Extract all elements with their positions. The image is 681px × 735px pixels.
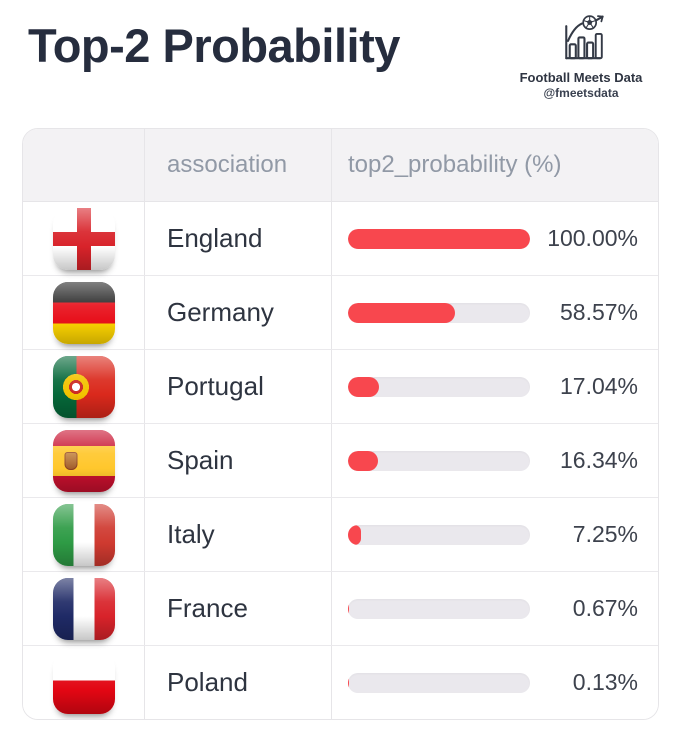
probability-cell: 100.00% [332, 202, 658, 275]
table-row: Portugal 17.04% [23, 350, 658, 424]
table-row: France 0.67% [23, 572, 658, 646]
probability-bar-track [348, 376, 530, 397]
probability-bar-track [348, 450, 530, 471]
association-name: Spain [145, 424, 332, 497]
football-bar-chart-logo-icon [565, 15, 604, 60]
flag-cell [23, 572, 145, 645]
brand-name: Football Meets Data [519, 70, 643, 85]
probability-value: 16.34% [559, 447, 638, 473]
portugal-flag-icon [52, 355, 115, 418]
column-header-probability: top2_probability (%) [348, 151, 562, 178]
probability-table: association top2_probability (%) England… [22, 128, 659, 720]
probability-value: 0.67% [572, 595, 638, 621]
flag-cell [23, 646, 145, 719]
italy-flag-icon [52, 503, 115, 566]
association-name: Poland [145, 646, 332, 719]
column-header-association: association [145, 129, 332, 201]
probability-bar-track [348, 228, 530, 249]
table-header-row: association top2_probability (%) [23, 129, 658, 202]
association-name: France [145, 572, 332, 645]
probability-cell: 0.13% [332, 646, 658, 719]
france-flag-icon [52, 577, 115, 640]
flag-cell [23, 276, 145, 349]
probability-bar-fill [348, 598, 350, 619]
probability-value: 58.57% [559, 299, 638, 325]
flag-cell [23, 498, 145, 571]
probability-bar-fill [348, 228, 530, 249]
probability-cell: 16.34% [332, 424, 658, 497]
probability-value: 100.00% [547, 225, 638, 251]
probability-cell: 0.67% [332, 572, 658, 645]
probability-value: 0.13% [572, 669, 638, 695]
probability-bar-fill [348, 376, 379, 397]
probability-bar-track [348, 598, 530, 619]
probability-cell: 17.04% [332, 350, 658, 423]
probability-bar-fill [348, 450, 378, 471]
header: Top-2 Probability [0, 0, 681, 128]
page-title: Top-2 Probability [28, 19, 400, 72]
association-name: Italy [145, 498, 332, 571]
poland-flag-icon [52, 651, 115, 714]
flag-cell [23, 424, 145, 497]
brand-block: Football Meets Data @fmeetsdata [501, 14, 661, 101]
brand-handle: @fmeetsdata [543, 86, 619, 101]
probability-cell: 58.57% [332, 276, 658, 349]
association-name: England [145, 202, 332, 275]
probability-value: 7.25% [572, 521, 638, 547]
probability-bar-fill [348, 302, 455, 323]
column-header-flag [23, 129, 145, 201]
table-row: Germany 58.57% [23, 276, 658, 350]
flag-cell [23, 202, 145, 275]
spain-flag-icon [52, 429, 115, 492]
association-name: Portugal [145, 350, 332, 423]
flag-cell [23, 350, 145, 423]
england-flag-icon [52, 207, 115, 270]
table-row: Spain 16.34% [23, 424, 658, 498]
probability-bar-track [348, 672, 530, 693]
table-body: England 100.00% Germany 58.57% Portugal 17.04… [23, 202, 658, 719]
probability-bar-track [348, 302, 530, 323]
table-row: Poland 0.13% [23, 646, 658, 719]
table-row: Italy 7.25% [23, 498, 658, 572]
probability-bar-fill [348, 524, 362, 545]
probability-bar-track [348, 524, 530, 545]
table-row: England 100.00% [23, 202, 658, 276]
germany-flag-icon [52, 281, 115, 344]
probability-cell: 7.25% [332, 498, 658, 571]
association-name: Germany [145, 276, 332, 349]
probability-value: 17.04% [559, 373, 638, 399]
